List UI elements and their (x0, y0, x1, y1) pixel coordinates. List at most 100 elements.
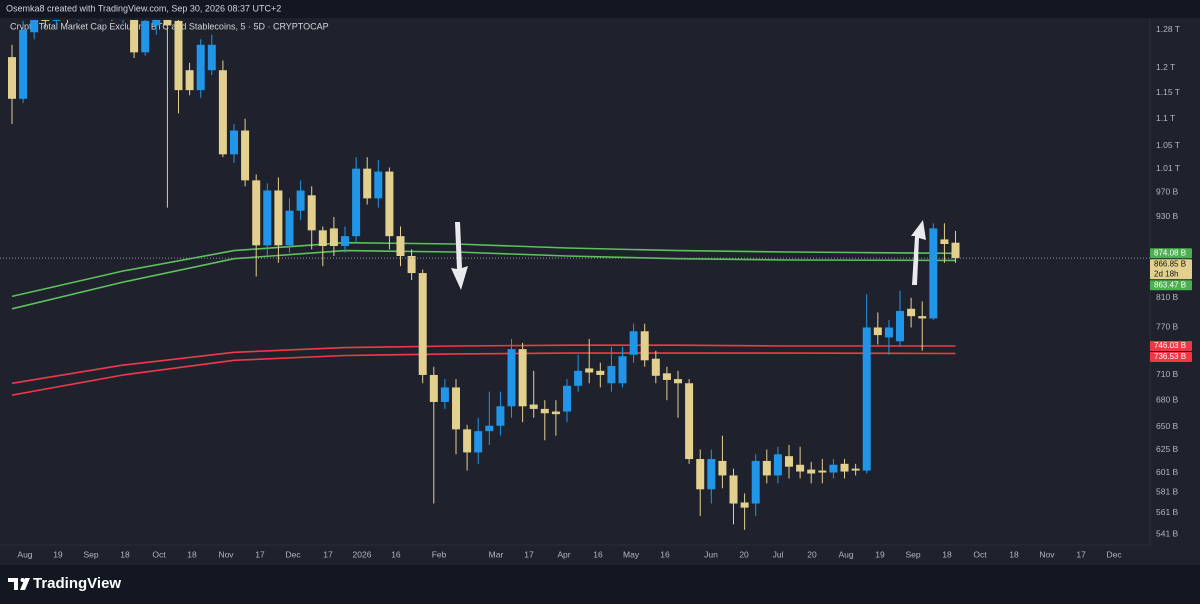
x-tick-label: 2026 (353, 549, 372, 559)
candle-body (574, 370, 583, 386)
credit: Osemka8 created with TradingView.com, Se… (6, 3, 281, 13)
x-tick-label: 18 (120, 549, 130, 559)
candle-body (785, 456, 794, 467)
band-line (11, 249, 956, 310)
candle-body (918, 316, 927, 319)
candle-body (773, 454, 782, 476)
candle-body (607, 365, 616, 384)
candle-body (363, 168, 372, 199)
plot-area (0, 18, 1150, 545)
candle-body (740, 502, 749, 508)
candle-body (851, 468, 860, 471)
candle-body (452, 387, 460, 430)
candle-body (429, 374, 438, 402)
y-tick-label: 970 B (1156, 187, 1179, 197)
x-tick-label: 18 (942, 549, 952, 559)
candle-body (296, 190, 305, 211)
candle-body (818, 470, 827, 473)
x-tick-label: Sep (905, 549, 920, 559)
price-tag (1150, 259, 1192, 280)
x-tick-label: 19 (53, 549, 63, 559)
candle-body (196, 44, 205, 91)
price-tag-label: 866.85 B (1154, 259, 1186, 268)
candle-body (596, 370, 605, 375)
price-tag (1150, 351, 1192, 362)
y-tick-label: 710 B (1156, 369, 1179, 379)
x-tick-label: Dec (285, 549, 301, 559)
candle-body (463, 429, 472, 453)
x-tick-label: Sep (83, 549, 98, 559)
candle-body (307, 195, 316, 231)
candle-body (696, 459, 705, 490)
x-tick-label: Dec (1106, 549, 1122, 559)
candle-body (685, 383, 694, 460)
price-tag (1150, 340, 1192, 351)
candle-body (796, 464, 805, 472)
candle-body (751, 460, 760, 504)
candle-body (341, 236, 349, 246)
x-tick-label: Jun (704, 549, 718, 559)
x-tick-label: 18 (187, 549, 197, 559)
y-tick-label: 541 B (1156, 528, 1179, 538)
price-tag-countdown: 2d 18h (1154, 269, 1178, 278)
x-tick-label: 16 (391, 549, 401, 559)
candle-body (163, 20, 172, 26)
candle-body (629, 331, 638, 355)
candle-body (640, 331, 649, 361)
candle-body (529, 404, 538, 409)
y-tick-label: 1.2 T (1156, 62, 1175, 72)
candle-body (352, 168, 361, 237)
candle-body (896, 310, 905, 342)
candle-body (485, 425, 494, 432)
candle-body (418, 273, 427, 375)
candle-body (674, 379, 683, 384)
x-tick-label: Feb (432, 549, 447, 559)
y-tick-label: 650 B (1156, 421, 1179, 431)
x-tick-label: 20 (739, 549, 749, 559)
candle-body (518, 349, 527, 407)
up-arrow (911, 220, 926, 285)
x-tick-label: 18 (1009, 549, 1019, 559)
candle-body (241, 130, 250, 181)
x-tick-label: Nov (1039, 549, 1055, 559)
x-tick-label: 16 (660, 549, 670, 559)
band-line (11, 344, 956, 385)
candle-body (807, 469, 816, 474)
candle-body (718, 460, 727, 476)
candle-body (152, 20, 161, 26)
y-tick-label: 1.1 T (1156, 113, 1175, 123)
candle-body (884, 327, 893, 338)
x-tick-label: Aug (17, 549, 32, 559)
y-tick-label: 1.05 T (1156, 140, 1180, 150)
candle-body (551, 411, 560, 415)
candle-body (829, 464, 838, 473)
candle-body (374, 171, 383, 199)
candle-body (940, 239, 949, 245)
candle-body (230, 130, 238, 155)
y-tick-label: 1.15 T (1156, 87, 1180, 97)
x-tick-label: Aug (839, 549, 854, 559)
candle-body (141, 20, 150, 53)
x-tick-label: 17 (1076, 549, 1086, 559)
candle-body (407, 255, 416, 274)
candle-body (185, 70, 194, 91)
candle-body (585, 368, 594, 373)
candle-body (52, 20, 61, 21)
down-arrow (451, 222, 468, 290)
candle-body (218, 70, 227, 155)
candle-body (274, 190, 283, 246)
annotation-arrows (451, 220, 926, 290)
candle-body (496, 406, 505, 426)
price-tag-label: 746.03 B (1154, 341, 1186, 350)
candle-body (396, 236, 405, 256)
y-tick-label: 770 B (1156, 322, 1179, 332)
candle-body (729, 475, 738, 504)
candle-body (618, 356, 627, 384)
price-tag-label: 863.47 B (1154, 280, 1186, 289)
candle-body (252, 180, 261, 246)
candle-body (873, 327, 882, 336)
candle-body (263, 190, 272, 246)
x-tick-label: May (623, 549, 640, 559)
